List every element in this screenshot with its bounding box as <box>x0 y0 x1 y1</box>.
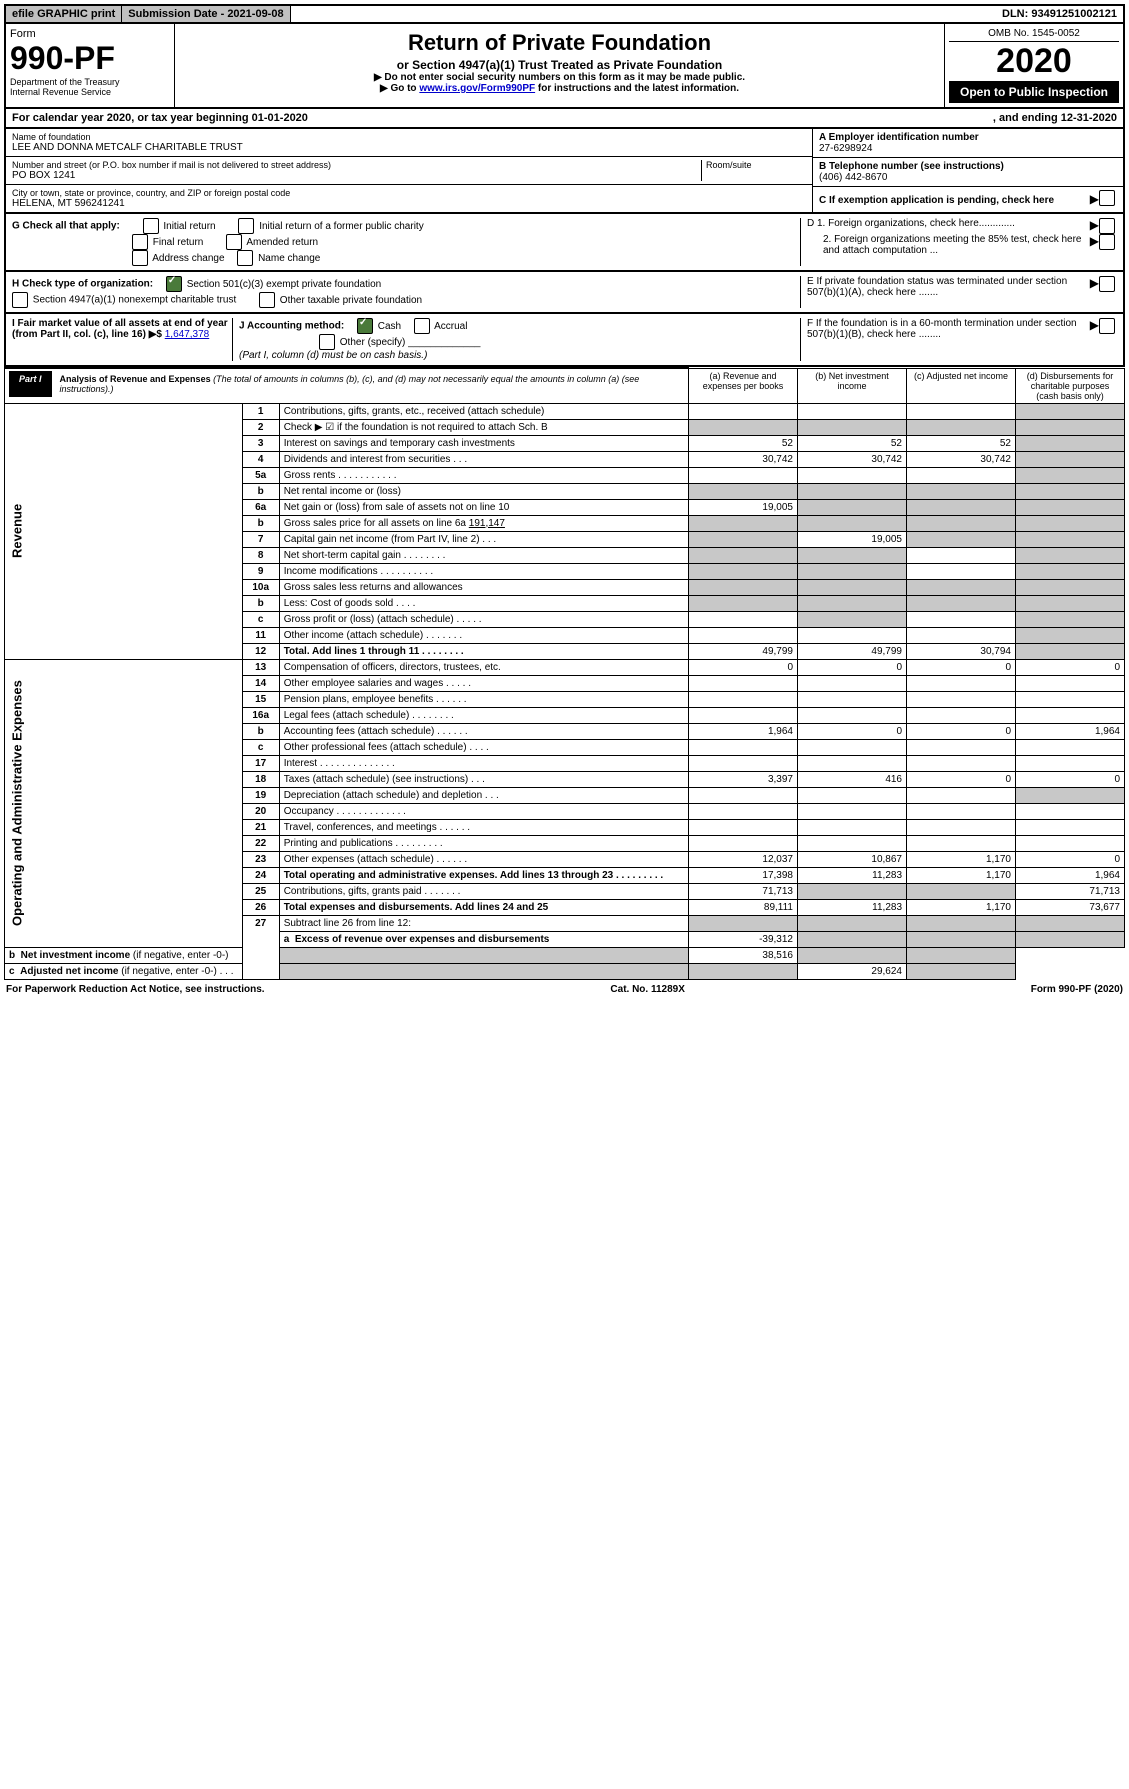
amended-return-checkbox[interactable] <box>226 234 242 250</box>
phone-value: (406) 442-8670 <box>819 172 1117 183</box>
foundation-name: LEE AND DONNA METCALF CHARITABLE TRUST <box>12 142 806 153</box>
irs-label: Internal Revenue Service <box>10 87 170 97</box>
phone-label: B Telephone number (see instructions) <box>819 161 1117 172</box>
e-label: E If private foundation status was termi… <box>807 276 1090 308</box>
omb-number: OMB No. 1545-0052 <box>949 28 1119 42</box>
fmv-link[interactable]: 1,647,378 <box>165 329 210 340</box>
initial-former-checkbox[interactable] <box>238 218 254 234</box>
room-label: Room/suite <box>701 160 806 181</box>
d1-label: D 1. Foreign organizations, check here..… <box>807 218 1090 234</box>
name-label: Name of foundation <box>12 132 806 142</box>
4947-checkbox[interactable] <box>12 292 28 308</box>
form-label: Form <box>10 28 170 40</box>
part1-tab: Part I <box>9 371 52 397</box>
h-label: H Check type of organization: <box>12 279 153 290</box>
name-change-checkbox[interactable] <box>237 250 253 266</box>
foundation-city: HELENA, MT 596241241 <box>12 198 806 209</box>
open-public-badge: Open to Public Inspection <box>949 81 1119 103</box>
paperwork-notice: For Paperwork Reduction Act Notice, see … <box>6 984 265 995</box>
top-bar: efile GRAPHIC print Submission Date - 20… <box>4 4 1125 24</box>
form-header: Form 990-PF Department of the Treasury I… <box>4 24 1125 109</box>
tax-year: 2020 <box>949 42 1119 81</box>
dln: DLN: 93491251002121 <box>996 6 1123 22</box>
calendar-year-row: For calendar year 2020, or tax year begi… <box>4 109 1125 129</box>
j-note: (Part I, column (d) must be on cash basi… <box>239 350 427 361</box>
dept-label: Department of the Treasury <box>10 77 170 87</box>
f-label: F If the foundation is in a 60-month ter… <box>807 318 1090 361</box>
g-label: G Check all that apply: <box>12 221 120 232</box>
page-footer: For Paperwork Reduction Act Notice, see … <box>4 980 1125 999</box>
cash-checkbox[interactable] <box>357 318 373 334</box>
entity-info: Name of foundation LEE AND DONNA METCALF… <box>4 129 1125 214</box>
501c3-checkbox[interactable] <box>166 276 182 292</box>
initial-return-checkbox[interactable] <box>143 218 159 234</box>
section-g-d: G Check all that apply: Initial return I… <box>4 214 1125 272</box>
section-h-e: H Check type of organization: Section 50… <box>4 272 1125 314</box>
form-number: 990-PF <box>10 40 170 77</box>
goto-note: ▶ Go to www.irs.gov/Form990PF for instru… <box>179 83 940 94</box>
submission-date: Submission Date - 2021-09-08 <box>122 6 290 22</box>
j-label: J Accounting method: <box>239 321 344 332</box>
ssn-note: ▶ Do not enter social security numbers o… <box>179 72 940 83</box>
revenue-label: Revenue <box>5 403 243 659</box>
c-checkbox[interactable] <box>1099 190 1115 206</box>
instructions-link[interactable]: www.irs.gov/Form990PF <box>419 83 535 94</box>
e-checkbox[interactable] <box>1099 276 1115 292</box>
catalog-number: Cat. No. 11289X <box>610 984 684 995</box>
col-b-header: (b) Net investment income <box>798 368 907 403</box>
section-i-j-f: I Fair market value of all assets at end… <box>4 314 1125 367</box>
city-label: City or town, state or province, country… <box>12 188 806 198</box>
form-subtitle: or Section 4947(a)(1) Trust Treated as P… <box>179 58 940 72</box>
address-change-checkbox[interactable] <box>132 250 148 266</box>
ein-label: A Employer identification number <box>819 132 1117 143</box>
col-a-header: (a) Revenue and expenses per books <box>689 368 798 403</box>
col-c-header: (c) Adjusted net income <box>907 368 1016 403</box>
other-taxable-checkbox[interactable] <box>259 292 275 308</box>
opex-label: Operating and Administrative Expenses <box>5 659 243 947</box>
d2-checkbox[interactable] <box>1099 234 1115 250</box>
efile-print-button[interactable]: efile GRAPHIC print <box>6 6 122 22</box>
other-method-checkbox[interactable] <box>319 334 335 350</box>
form-title: Return of Private Foundation <box>179 30 940 56</box>
address-label: Number and street (or P.O. box number if… <box>12 160 701 170</box>
final-return-checkbox[interactable] <box>132 234 148 250</box>
c-label: C If exemption application is pending, c… <box>819 195 1090 206</box>
form-footer-label: Form 990-PF (2020) <box>1031 984 1123 995</box>
ein-value: 27-6298924 <box>819 143 1117 154</box>
d2-label: 2. Foreign organizations meeting the 85%… <box>807 234 1090 256</box>
foundation-address: PO BOX 1241 <box>12 170 701 181</box>
f-checkbox[interactable] <box>1099 318 1115 334</box>
col-d-header: (d) Disbursements for charitable purpose… <box>1016 368 1125 403</box>
analysis-table: Part I Analysis of Revenue and Expenses … <box>4 367 1125 980</box>
accrual-checkbox[interactable] <box>414 318 430 334</box>
d1-checkbox[interactable] <box>1099 218 1115 234</box>
